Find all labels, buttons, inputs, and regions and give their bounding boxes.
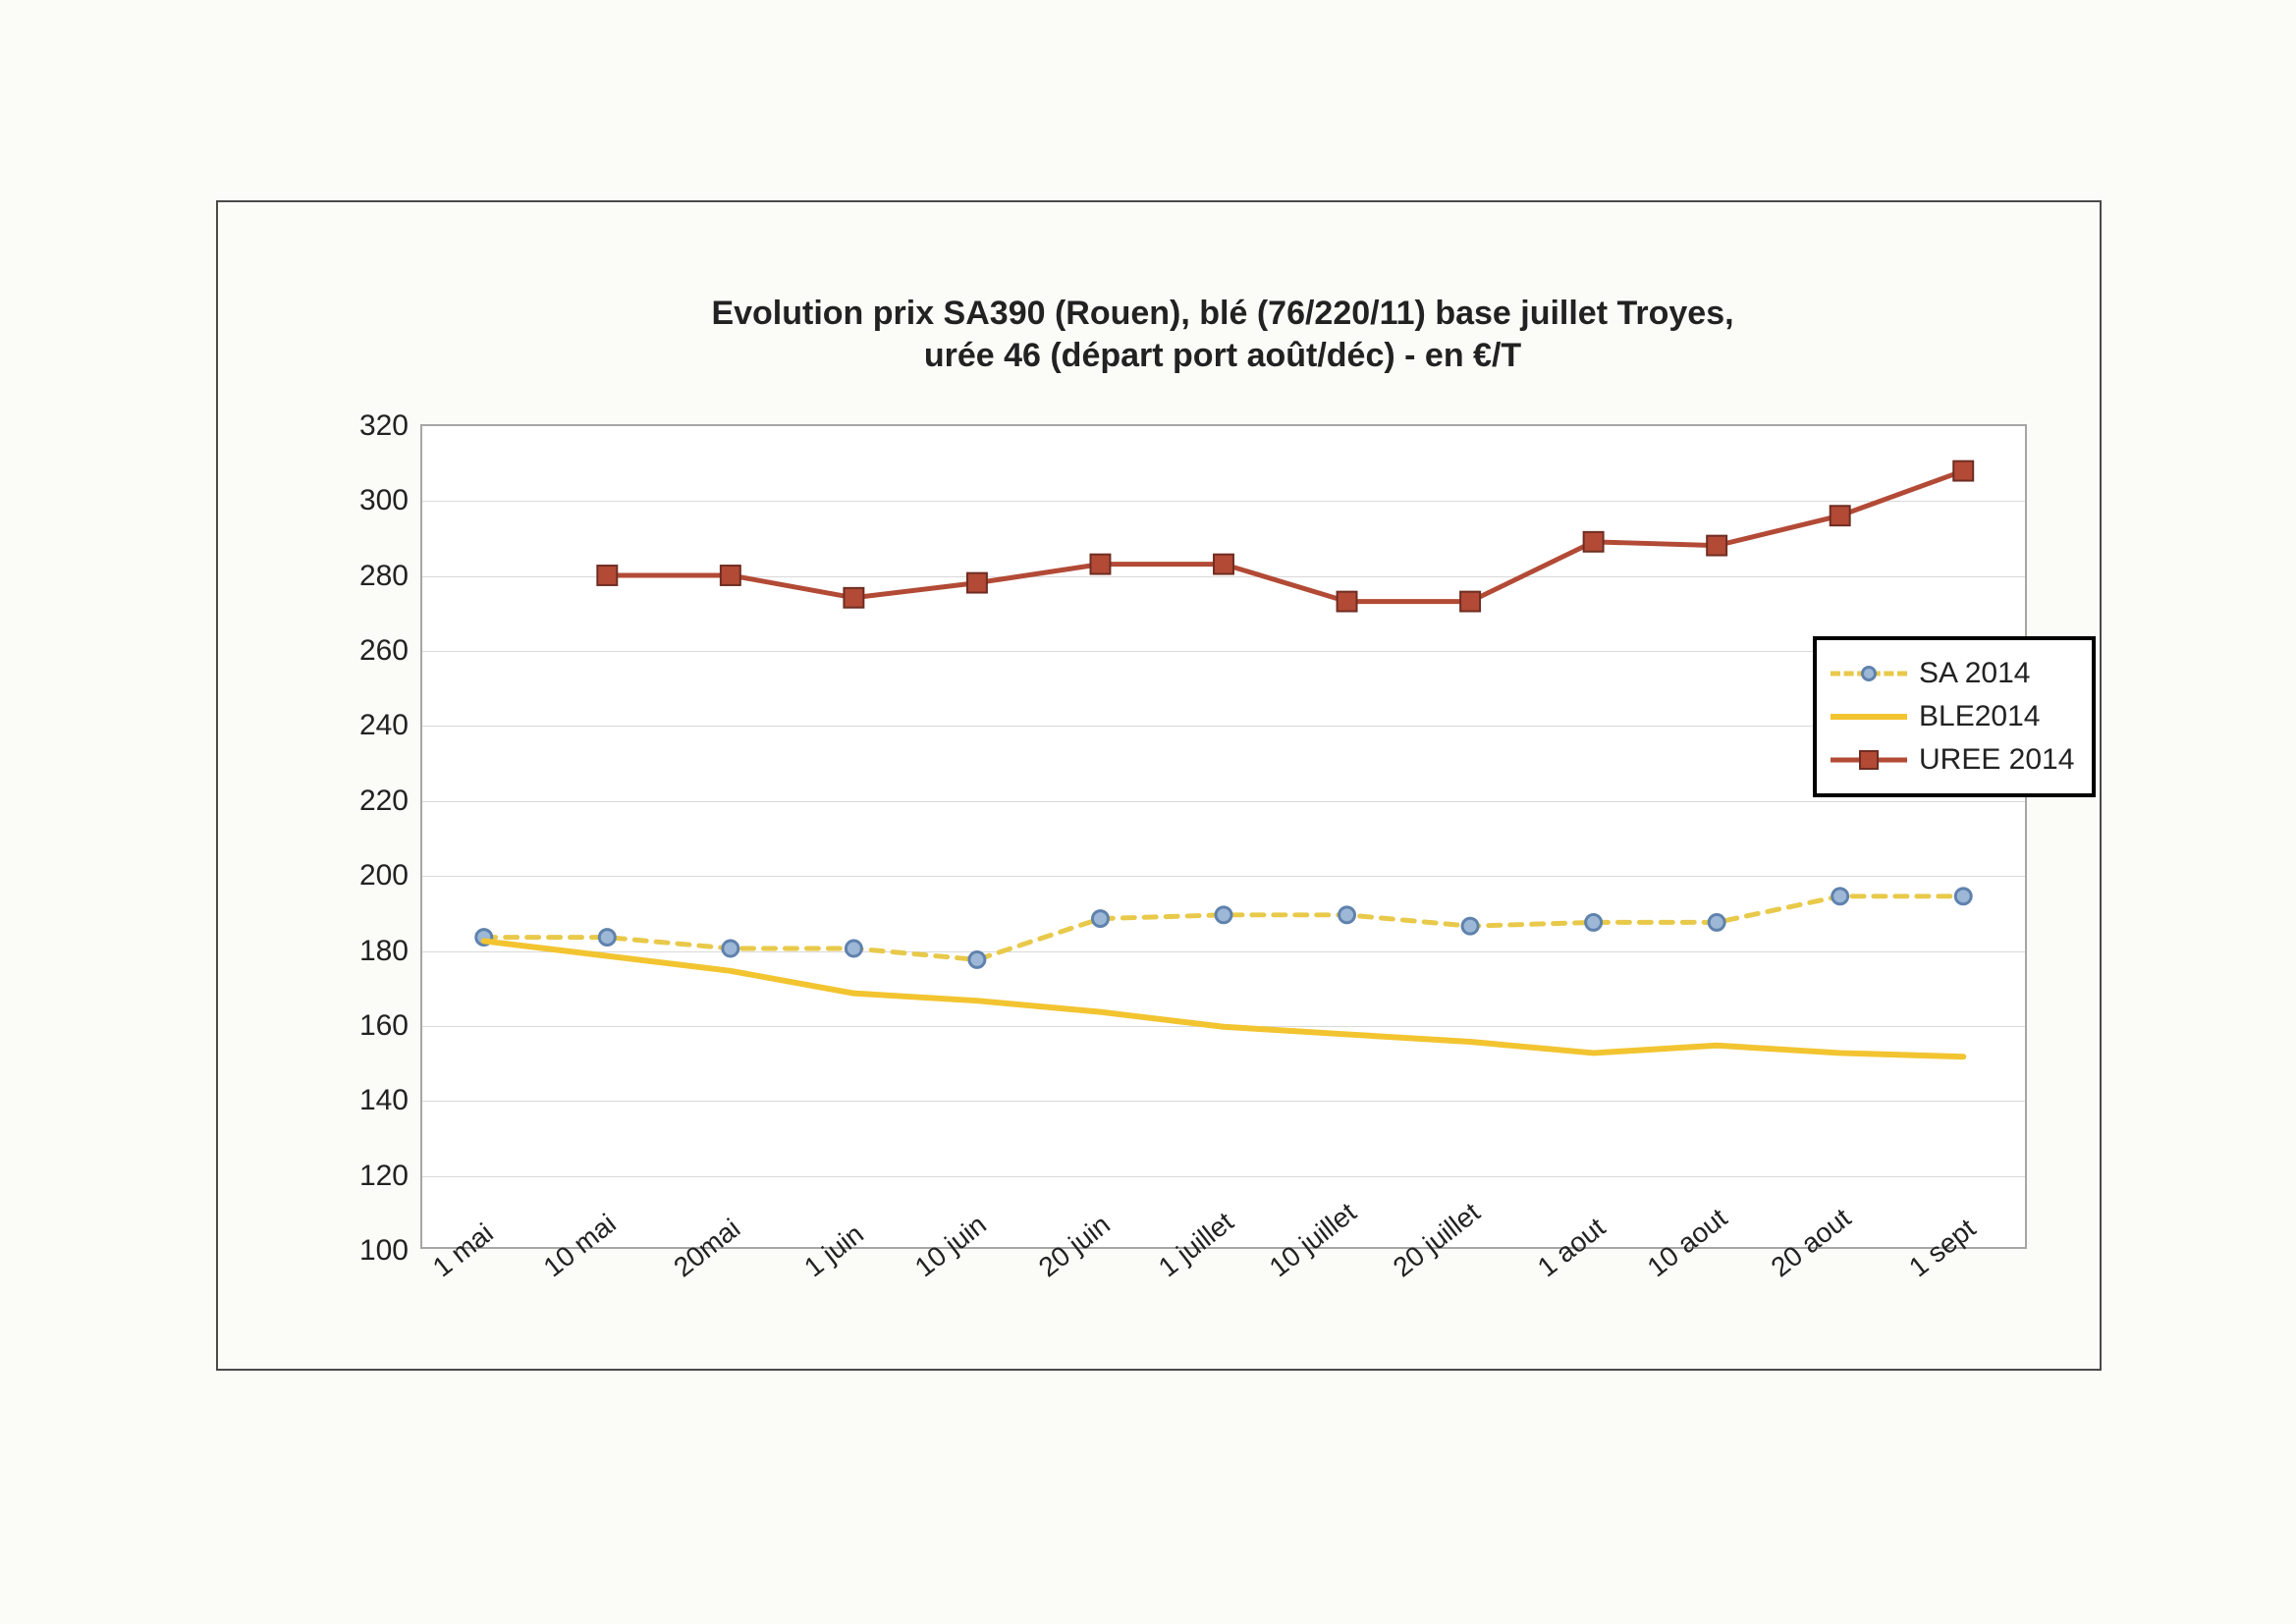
- series-marker: [1216, 907, 1231, 923]
- y-tick-label: 200: [359, 859, 422, 893]
- legend-swatch: [1831, 744, 1907, 776]
- y-tick-label: 240: [359, 709, 422, 742]
- legend-label: SA 2014: [1919, 657, 2030, 690]
- series-marker: [1338, 592, 1357, 612]
- series-marker: [723, 941, 738, 956]
- series-marker: [1953, 461, 1973, 481]
- series-marker: [597, 566, 617, 585]
- chart-title: Evolution prix SA390 (Rouen), blé (76/22…: [550, 293, 1895, 376]
- legend-swatch: [1831, 658, 1907, 689]
- series-marker: [1586, 914, 1602, 930]
- series-marker: [1339, 907, 1355, 923]
- legend-item: SA 2014: [1831, 652, 2074, 695]
- y-tick-label: 180: [359, 935, 422, 968]
- series-marker: [1831, 506, 1850, 525]
- series-marker: [1584, 532, 1604, 552]
- y-tick-label: 260: [359, 634, 422, 668]
- series-marker: [599, 930, 615, 946]
- series-marker: [1092, 911, 1108, 927]
- series-marker: [969, 951, 985, 967]
- series-line: [484, 941, 1964, 1056]
- y-tick-label: 160: [359, 1009, 422, 1043]
- series-marker: [967, 573, 987, 593]
- y-tick-label: 280: [359, 560, 422, 593]
- legend-swatch: [1831, 701, 1907, 732]
- y-tick-label: 140: [359, 1084, 422, 1117]
- chart-title-line1: Evolution prix SA390 (Rouen), blé (76/22…: [711, 295, 1733, 332]
- series-marker: [1462, 918, 1478, 934]
- y-tick-label: 320: [359, 409, 422, 443]
- series-marker: [1955, 889, 1971, 904]
- series-marker: [1214, 555, 1233, 574]
- chart-title-line2: urée 46 (départ port août/déc) - en €/T: [924, 337, 1521, 374]
- series-marker: [1832, 889, 1848, 904]
- series-marker: [1460, 592, 1480, 612]
- legend: SA 2014 BLE2014 UREE 2014: [1813, 636, 2096, 797]
- series-marker: [1090, 555, 1110, 574]
- series-marker: [846, 941, 861, 956]
- page: Evolution prix SA390 (Rouen), blé (76/22…: [0, 0, 2296, 1624]
- series-marker: [1709, 914, 1724, 930]
- legend-item: BLE2014: [1831, 695, 2074, 738]
- series-marker: [721, 566, 740, 585]
- y-tick-label: 100: [359, 1234, 422, 1268]
- legend-label: UREE 2014: [1919, 743, 2074, 777]
- series-marker: [1707, 536, 1726, 556]
- y-tick-label: 300: [359, 484, 422, 517]
- legend-label: BLE2014: [1919, 700, 2040, 733]
- series-layer: [422, 426, 2025, 1247]
- series-marker: [844, 588, 863, 608]
- y-tick-label: 120: [359, 1160, 422, 1193]
- y-tick-label: 220: [359, 785, 422, 818]
- series-line: [607, 471, 1963, 602]
- legend-item: UREE 2014: [1831, 738, 2074, 782]
- plot-area: 1001201401601802002202402602803003201 ma…: [420, 424, 2027, 1249]
